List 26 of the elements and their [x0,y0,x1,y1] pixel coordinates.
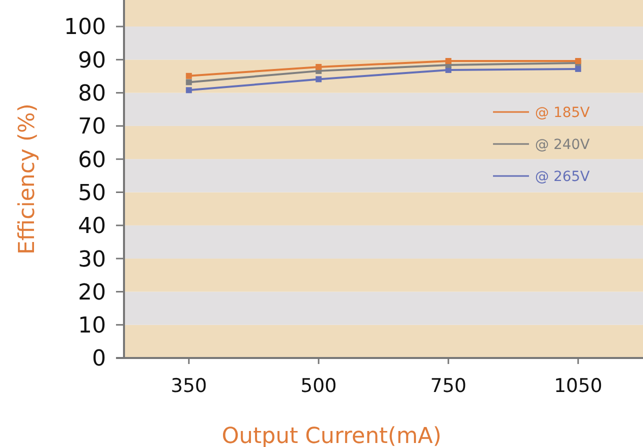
x-tick-label: 1050 [554,375,602,397]
y-tick-label: 20 [78,280,106,306]
y-tick-label: 70 [78,114,106,140]
y-tick-label: 50 [78,180,106,206]
y-tick-label: 100 [64,15,106,40]
y-tick-label: 60 [78,148,106,173]
x-tick-label: 500 [300,375,337,397]
legend-label: @ 185V [535,104,590,121]
y-tick-label: 40 [78,214,106,240]
point [575,66,582,72]
y-tick-label: 0 [92,346,106,372]
point [316,64,322,70]
legend-label: @ 265V [535,168,590,185]
y-tick-label: 90 [78,48,106,74]
point [186,79,192,86]
y-tick-label: 10 [78,314,106,339]
point [445,58,452,64]
y-tick-label: 80 [78,82,106,107]
point [316,76,322,82]
x-tick-label: 750 [430,375,467,397]
point [186,87,192,94]
y-tick-label: 30 [78,247,106,272]
x-tick-label: 350 [170,375,208,397]
legend-label: @ 240V [535,136,590,153]
y-axis-title: Efficiency (%) [15,103,40,255]
point [186,72,192,79]
